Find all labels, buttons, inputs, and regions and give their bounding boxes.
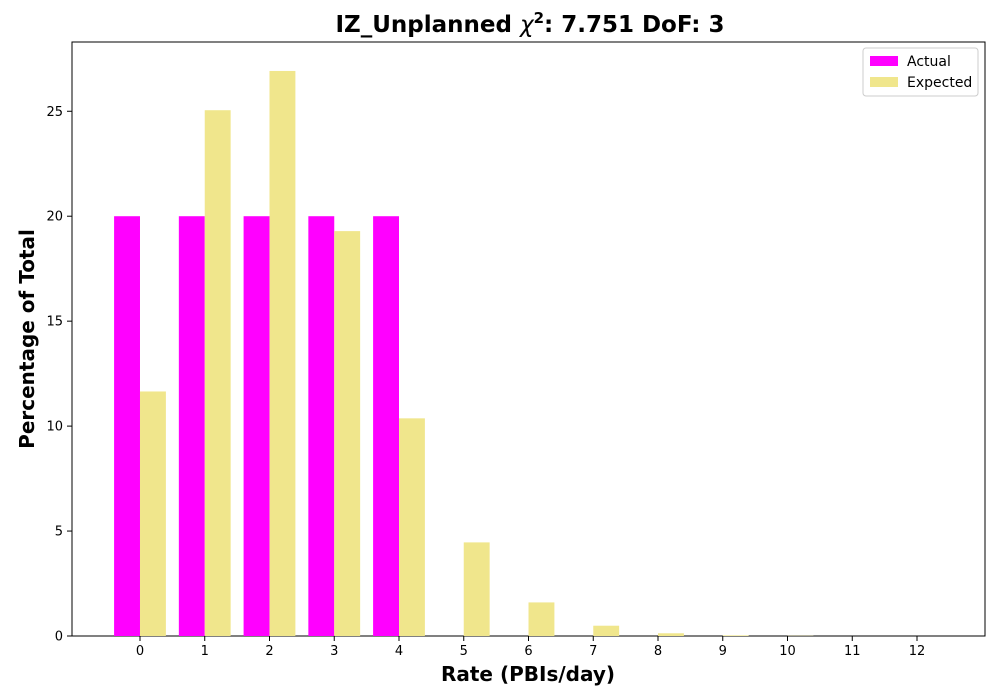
bar-expected-1: [204, 110, 231, 636]
x-tick-label: 12: [909, 644, 926, 659]
x-tick-label: 4: [395, 644, 403, 659]
x-tick-label: 2: [265, 644, 273, 659]
x-tick-label: 8: [654, 644, 662, 659]
y-tick-label: 0: [55, 630, 63, 645]
x-tick-label: 0: [136, 644, 144, 659]
bar-expected-4: [398, 418, 425, 636]
x-tick-label: 9: [719, 644, 727, 659]
bar-expected-8: [658, 633, 684, 636]
bar-actual-0: [114, 216, 140, 636]
bar-expected-5: [463, 542, 490, 636]
chart-title: IZ_Unplanned χ2: 7.751 DoF: 3: [335, 9, 724, 38]
bar-expected-6: [528, 602, 555, 636]
x-tick-label: 7: [589, 644, 597, 659]
bar-actual-4: [373, 216, 399, 636]
bar-expected-3: [334, 231, 361, 636]
x-tick-label: 11: [844, 644, 861, 659]
legend-label-actual: Actual: [907, 54, 951, 70]
legend: Actual Expected: [862, 47, 979, 97]
x-axis-label: Rate (PBIs/day): [441, 662, 615, 686]
bars: [114, 70, 814, 636]
x-tick-label: 10: [779, 644, 796, 659]
y-tick-label: 10: [46, 420, 63, 435]
y-tick-label: 20: [46, 210, 63, 225]
x-tick-label: 5: [460, 644, 468, 659]
bar-expected-0: [139, 391, 166, 636]
y-axis-ticks: 0 5 10 15 20 25: [46, 105, 72, 645]
bar-actual-3: [308, 216, 335, 636]
bar-actual-1: [178, 216, 205, 636]
legend-label-expected: Expected: [907, 75, 972, 91]
y-tick-label: 15: [46, 315, 63, 330]
y-tick-label: 5: [55, 525, 63, 540]
x-tick-label: 6: [524, 644, 532, 659]
x-axis-ticks: 0 1 2 3 4 5 6 7 8 9 10 11 12: [136, 636, 925, 659]
x-tick-label: 3: [330, 644, 338, 659]
x-tick-label: 1: [201, 644, 209, 659]
bar-expected-2: [269, 70, 296, 636]
y-tick-label: 25: [46, 105, 63, 120]
bar-expected-9: [722, 635, 749, 636]
bar-expected-7: [593, 625, 620, 636]
legend-swatch-actual: [870, 56, 898, 66]
bar-actual-2: [243, 216, 270, 636]
legend-swatch-expected: [870, 77, 898, 87]
y-axis-label: Percentage of Total: [15, 229, 39, 449]
